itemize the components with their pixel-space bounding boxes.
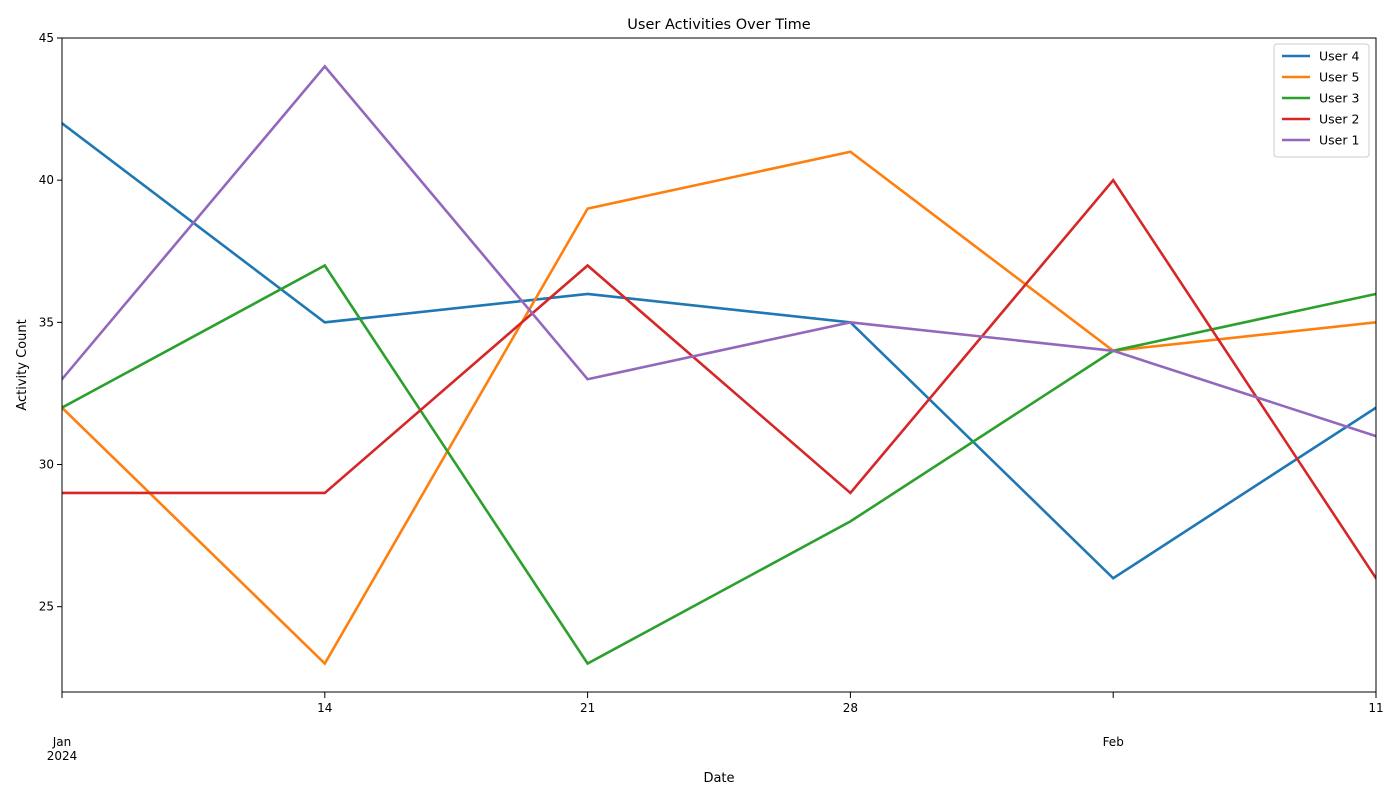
series-line-user-5 xyxy=(62,150,1376,666)
x-tick-label: 21 xyxy=(580,701,595,715)
x-axis: Jan 2024 14 21 28 Feb 11 xyxy=(47,692,1384,763)
legend-label: User 1 xyxy=(1319,133,1359,148)
legend-item: User 2 xyxy=(1282,112,1359,127)
series-line-user-3 xyxy=(62,263,1376,666)
legend-label: User 2 xyxy=(1319,112,1359,127)
plot-frame xyxy=(61,37,1377,693)
y-tick-label: 30 xyxy=(39,458,54,472)
legend-box xyxy=(1273,43,1370,158)
x-tick-label: Jan 2024 xyxy=(47,735,78,763)
series-lines xyxy=(62,64,1376,666)
y-tick-label: 45 xyxy=(39,31,54,45)
legend-item: User 5 xyxy=(1282,70,1359,85)
x-tick-label: 11 xyxy=(1368,701,1383,715)
legend-label: User 5 xyxy=(1319,70,1359,85)
y-tick-label: 25 xyxy=(39,600,54,614)
y-axis: 25 30 35 40 45 xyxy=(39,31,62,614)
legend-label: User 4 xyxy=(1319,49,1359,64)
x-axis-label: Date xyxy=(703,771,734,786)
legend-item: User 3 xyxy=(1282,91,1359,106)
y-tick-label: 40 xyxy=(39,173,54,187)
legend: User 4 User 5 User 3 User 2 User 1 xyxy=(1273,43,1370,158)
y-tick-label: 35 xyxy=(39,315,54,329)
legend-label: User 3 xyxy=(1319,91,1359,106)
x-tick-label: 14 xyxy=(317,701,332,715)
series-line-user-1 xyxy=(62,64,1376,438)
series-line-user-2 xyxy=(62,178,1376,581)
legend-item: User 1 xyxy=(1282,133,1359,148)
y-axis-label: Activity Count xyxy=(15,319,30,410)
x-tick-label: 28 xyxy=(843,701,858,715)
chart-title: User Activities Over Time xyxy=(627,17,810,33)
x-tick-label: Feb xyxy=(1103,735,1124,749)
legend-item: User 4 xyxy=(1282,49,1359,64)
